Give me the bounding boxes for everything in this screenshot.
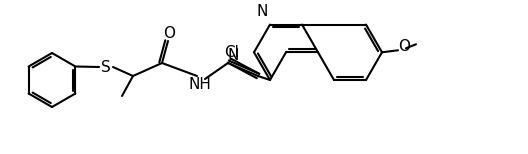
Text: O: O bbox=[163, 26, 175, 41]
Text: S: S bbox=[101, 59, 111, 75]
Text: N: N bbox=[257, 4, 268, 19]
Text: Cl: Cl bbox=[224, 45, 239, 60]
Text: N: N bbox=[228, 47, 239, 63]
Text: O: O bbox=[398, 39, 410, 54]
Text: NH: NH bbox=[188, 77, 211, 91]
